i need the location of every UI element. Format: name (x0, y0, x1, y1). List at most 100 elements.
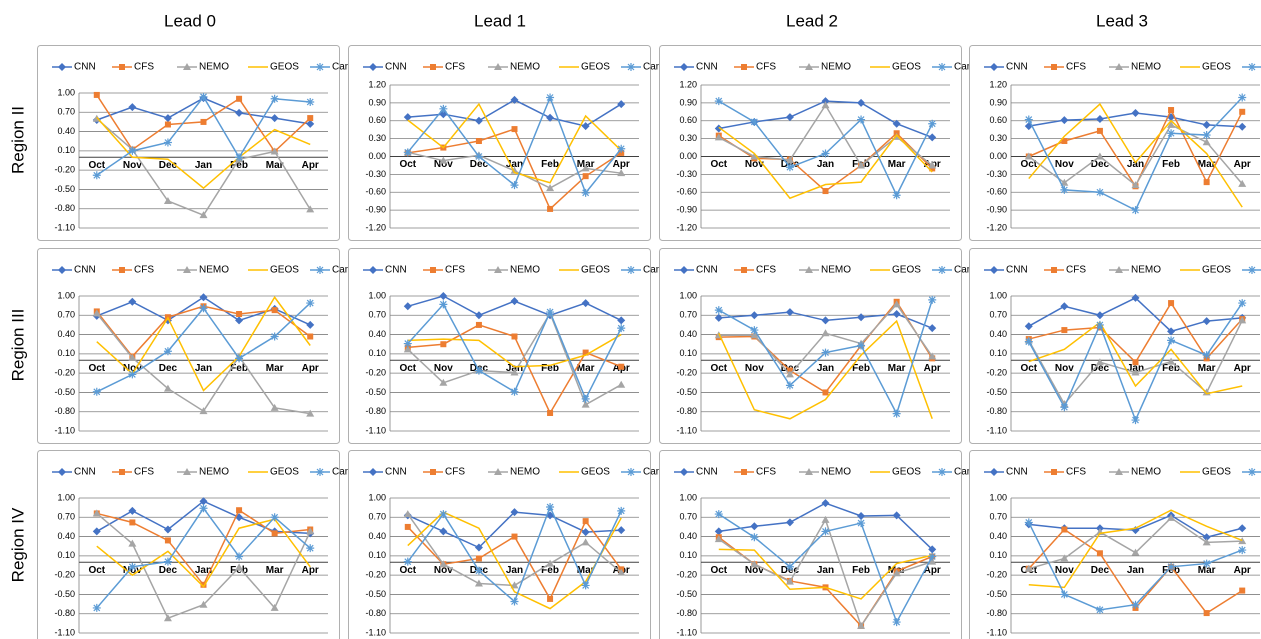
marker (474, 366, 483, 375)
legend-label: CFS (756, 265, 776, 276)
marker (785, 113, 794, 122)
y-tick-label: -0.50 (54, 387, 75, 397)
y-tick-label: 0.40 (57, 126, 75, 136)
legend-label: CNN (1006, 62, 1028, 73)
y-tick-label: -1.10 (676, 425, 697, 435)
marker (271, 307, 278, 314)
marker (582, 349, 589, 356)
y-tick-label: -0.50 (676, 589, 697, 599)
marker (785, 156, 794, 164)
marker (163, 347, 172, 356)
legend-label: GEOS (270, 265, 299, 276)
chart-panel: -1.20 -0.90 -0.60 -0.30 0.00 0.30 0.60 0.90 1.20… (348, 45, 684, 241)
marker (1238, 316, 1247, 324)
marker (439, 156, 448, 164)
marker (857, 512, 866, 520)
marker (892, 119, 901, 128)
marker (785, 577, 794, 585)
y-tick-label: -0.50 (676, 387, 697, 397)
marker (439, 527, 448, 536)
marker (1202, 538, 1211, 546)
marker (306, 299, 315, 308)
marker (1060, 185, 1069, 194)
marker (546, 503, 555, 511)
marker (928, 133, 937, 142)
marker (714, 133, 723, 141)
series-line (407, 102, 622, 184)
marker (270, 94, 279, 103)
legend-marker (680, 266, 688, 274)
marker (1096, 127, 1103, 134)
marker (1024, 152, 1033, 160)
legend-label: CNN (696, 265, 718, 276)
y-tick-label: -0.20 (365, 570, 386, 580)
legend-marker (627, 468, 635, 476)
marker (1060, 116, 1069, 125)
legend-marker (680, 468, 688, 476)
marker (821, 348, 830, 357)
marker (1168, 107, 1175, 114)
marker (857, 621, 866, 629)
x-tick-label: Feb (1162, 363, 1180, 374)
marker (1202, 131, 1211, 140)
marker (750, 522, 759, 531)
y-tick-label: 1.20 (989, 79, 1007, 89)
legend-marker (316, 266, 324, 274)
y-tick-label: 0.70 (989, 512, 1007, 522)
row-header: Region III (8, 309, 27, 382)
marker (821, 329, 830, 337)
legend-label: NEMO (821, 62, 851, 73)
marker (785, 518, 794, 527)
y-tick-label: 0.60 (679, 115, 697, 125)
chart-panel: -1.10 -0.80 -0.50 -0.20 0.10 0.40 0.70 1.00 Oct N… (37, 248, 373, 444)
marker (750, 311, 759, 320)
legend-label: GEOS (1202, 62, 1231, 73)
column-header: Lead 3 (1096, 11, 1148, 30)
marker (1024, 122, 1033, 131)
marker (510, 95, 519, 104)
legend-label: NEMO (1131, 265, 1161, 276)
marker (1024, 115, 1033, 124)
x-tick-label: Oct (710, 565, 727, 576)
chart-panel: -1.10 -0.80 -0.50 -0.20 0.10 0.40 0.70 1.00 Oct N… (659, 248, 995, 444)
marker (199, 304, 208, 313)
marker (750, 533, 759, 542)
y-tick-label: 1.00 (368, 290, 386, 300)
marker (511, 533, 518, 540)
x-tick-label: Feb (541, 565, 559, 576)
legend-marker (990, 266, 998, 274)
panel-border (969, 450, 1261, 639)
x-tick-label: Feb (541, 363, 559, 374)
marker (270, 114, 279, 123)
legend-label: CNN (385, 265, 407, 276)
marker (403, 148, 412, 157)
x-tick-label: Oct (1020, 363, 1037, 374)
marker (128, 539, 137, 547)
y-tick-label: -1.10 (986, 627, 1007, 637)
marker (1060, 178, 1069, 186)
marker (714, 510, 723, 519)
legend-label: CFS (445, 265, 465, 276)
y-tick-label: -1.10 (54, 222, 75, 232)
marker (163, 525, 172, 534)
marker (164, 121, 171, 128)
legend-marker (119, 267, 125, 273)
marker (714, 97, 723, 106)
panel-border (969, 45, 1261, 241)
x-tick-label: Mar (888, 363, 906, 374)
series-line (1028, 509, 1243, 589)
y-tick-label: 1.20 (368, 79, 386, 89)
y-tick-label: 1.00 (989, 492, 1007, 502)
legend-label: CFS (756, 467, 776, 478)
x-tick-label: Oct (88, 160, 105, 171)
marker (439, 560, 448, 568)
y-tick-label: -0.60 (676, 187, 697, 197)
marker (581, 538, 590, 546)
marker (1131, 600, 1140, 609)
y-tick-label: 0.70 (57, 512, 75, 522)
legend-marker (741, 469, 747, 475)
y-tick-label: -0.80 (986, 608, 1007, 618)
marker (822, 389, 829, 396)
row-header: Region II (8, 106, 27, 174)
marker (128, 103, 137, 112)
